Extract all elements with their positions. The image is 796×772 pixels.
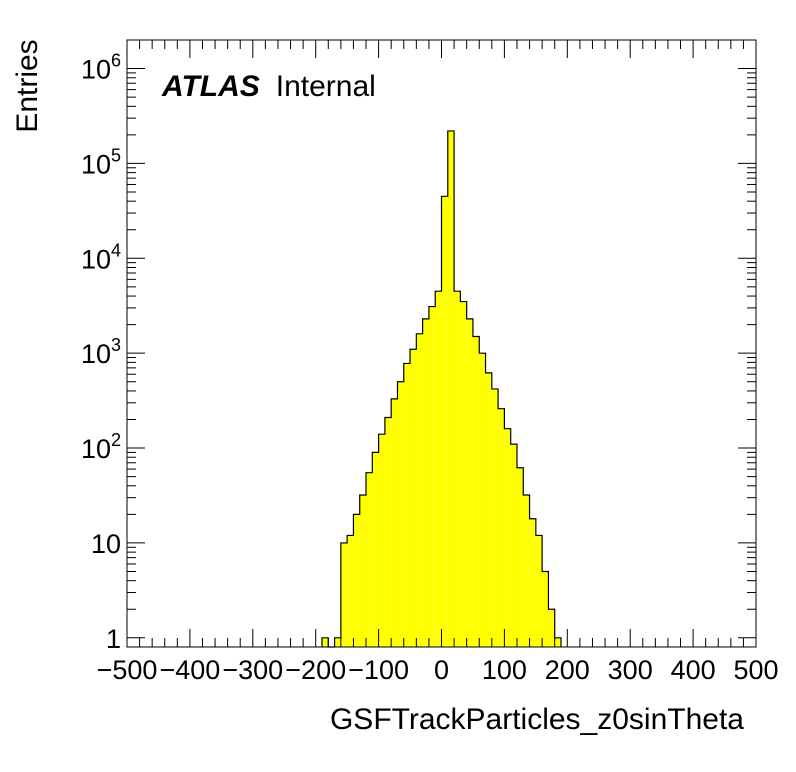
histogram-bar — [391, 398, 398, 647]
histogram-bar — [416, 333, 423, 647]
histogram-bar — [378, 434, 385, 647]
x-tick-label: −500 — [97, 655, 158, 685]
y-tick-label: 104 — [81, 240, 121, 274]
histogram-bar — [542, 571, 549, 647]
y-tick-label: 102 — [81, 430, 121, 464]
histogram-bar — [359, 495, 367, 647]
histogram-bar — [410, 349, 417, 647]
histogram-bar — [466, 318, 473, 647]
histogram-bar — [535, 535, 543, 647]
x-tick-label: 300 — [608, 655, 653, 685]
y-tick-label: 105 — [81, 145, 121, 179]
x-tick-label: 0 — [434, 655, 449, 685]
histogram-bar — [510, 444, 517, 647]
x-tick-label: 100 — [482, 655, 527, 685]
histogram-bar — [422, 318, 429, 647]
histogram-bar — [435, 291, 442, 647]
histogram-bar — [403, 363, 411, 647]
histogram-bar — [554, 637, 562, 647]
internal-text: Internal — [275, 70, 376, 103]
histogram-outline — [321, 130, 562, 648]
histogram-bar — [523, 495, 530, 647]
x-tick-label: −400 — [159, 655, 220, 685]
x-tick-label: 500 — [733, 655, 778, 685]
histogram-bar — [504, 428, 511, 647]
histogram-bar — [548, 609, 555, 647]
atlas-logo-text: ATLAS — [162, 70, 260, 103]
histogram-bar — [447, 130, 455, 647]
histogram-bar — [516, 467, 524, 647]
histogram-bar — [372, 452, 379, 647]
histogram-bar — [428, 306, 436, 647]
histogram-bar — [472, 336, 480, 647]
histogram-bar — [321, 637, 329, 647]
histogram-bar — [353, 514, 360, 647]
histogram-bar — [529, 518, 536, 647]
atlas-label: ATLAS Internal — [162, 70, 376, 104]
x-tick-label: 400 — [671, 655, 716, 685]
histogram-bar — [340, 542, 348, 647]
histogram-bar — [397, 381, 404, 647]
x-tick-label: −200 — [285, 655, 346, 685]
x-tick-label: 200 — [545, 655, 590, 685]
plot-frame — [126, 39, 757, 648]
axis-ticks — [126, 39, 757, 647]
histogram-bars — [321, 130, 562, 648]
y-tick-label: 106 — [81, 51, 121, 85]
histogram-bar — [485, 372, 492, 647]
x-tick-label: −100 — [348, 655, 409, 685]
histogram-bar — [441, 196, 448, 647]
histogram-bar — [384, 417, 392, 647]
x-tick-label: −300 — [222, 655, 283, 685]
histogram-bar — [334, 637, 341, 647]
histogram-bar — [491, 388, 499, 647]
histogram-bar — [479, 353, 486, 647]
histogram-bar — [347, 535, 354, 647]
y-axis-title: Entries — [11, 39, 44, 133]
y-tick-label: 1 — [106, 624, 121, 654]
histogram-bar — [454, 291, 461, 647]
histogram-bar — [460, 301, 467, 647]
histogram-bar — [366, 472, 373, 647]
y-tick-labels: 1 10 102 103 104 105 106 — [81, 51, 121, 654]
y-tick-label: 103 — [81, 335, 121, 369]
x-tick-labels: −500 −400 −300 −200 −100 0 100 200 300 400 500 — [97, 655, 779, 685]
y-tick-label: 10 — [91, 529, 121, 559]
histogram-bar — [498, 408, 505, 647]
x-axis-title: GSFTrackParticles_z0sinTheta — [329, 703, 744, 736]
